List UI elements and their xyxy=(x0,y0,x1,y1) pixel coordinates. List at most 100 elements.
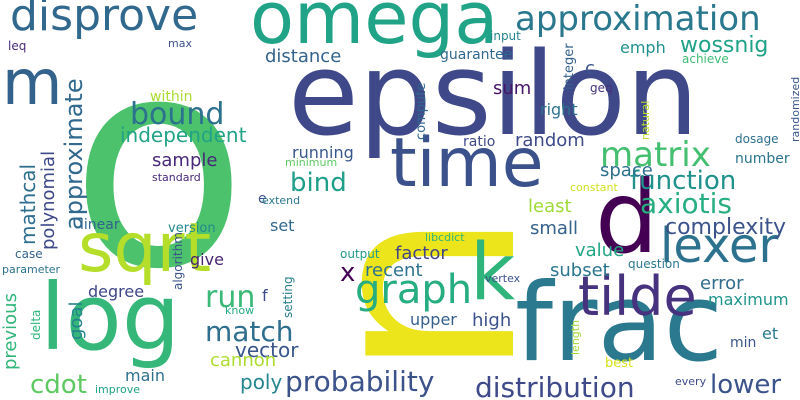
cloud-word-k: k xyxy=(470,228,516,318)
cloud-word-previous: previous xyxy=(0,293,21,370)
cloud-word-random: random xyxy=(515,130,585,151)
cloud-word-matrix: matrix xyxy=(600,135,711,175)
cloud-word-emph: emph xyxy=(620,38,666,57)
cloud-word-case: case xyxy=(15,247,43,261)
cloud-word-mathcal: mathcal xyxy=(16,163,40,245)
cloud-word-improve: improve xyxy=(95,383,141,396)
cloud-word-c: c xyxy=(585,58,595,79)
cloud-word-distance: distance xyxy=(265,46,342,67)
cloud-word-question: question xyxy=(628,257,680,271)
cloud-word-cdot: cdot xyxy=(30,370,87,400)
cloud-word-m: m xyxy=(2,46,63,119)
cloud-word-extend: extend xyxy=(262,194,301,207)
cloud-word-linear: linear xyxy=(80,217,120,233)
cloud-word-goal: goal xyxy=(66,301,87,340)
cloud-word-standard: standard xyxy=(152,171,201,184)
cloud-word-run: run xyxy=(205,280,256,315)
cloud-word-epsilon: epsilon xyxy=(288,28,699,162)
cloud-word-tilde: tilde xyxy=(578,265,697,328)
cloud-word-log: log xyxy=(40,264,181,371)
cloud-word-setting: setting xyxy=(281,276,295,318)
cloud-word-independent: independent xyxy=(120,123,247,147)
cloud-word-o: o xyxy=(70,0,248,333)
cloud-word-distribution: distribution xyxy=(475,371,635,400)
cloud-word-number: number xyxy=(735,151,790,167)
cloud-word-vertex: vertex xyxy=(485,272,521,285)
cloud-word-algorithm: algorithm xyxy=(171,232,185,290)
cloud-word-randomized: randomized xyxy=(789,76,800,142)
cloud-word-subset: subset xyxy=(550,260,610,281)
cloud-word-minimum: minimum xyxy=(285,156,338,169)
cloud-word-approximate: approximate xyxy=(60,78,88,230)
cloud-word-error: error xyxy=(700,273,744,294)
cloud-word-function: function xyxy=(630,166,737,196)
cloud-word-lexer: lexer xyxy=(660,218,779,274)
cloud-word-within: within xyxy=(150,89,193,105)
cloud-word-polynomial: polynomial xyxy=(38,150,59,250)
cloud-word-version: version xyxy=(168,221,216,236)
cloud-word-x: x xyxy=(340,258,356,288)
cloud-word-approximation: approximation xyxy=(515,0,761,39)
cloud-word-omega: omega xyxy=(250,0,499,60)
cloud-word-length: length xyxy=(569,319,582,355)
cloud-word-disprove: disprove xyxy=(10,0,199,41)
cloud-word-frac: frac xyxy=(515,261,723,386)
cloud-word-delta: delta xyxy=(29,309,43,340)
cloud-word-high: high xyxy=(472,310,512,331)
cloud-word-factor: factor xyxy=(395,243,448,264)
cloud-word-graph: graph xyxy=(355,267,473,313)
cloud-word-sqrt: sqrt xyxy=(78,209,212,288)
cloud-word-et: et xyxy=(762,324,779,343)
cloud-word-main: main xyxy=(125,366,165,385)
cloud-word-running: running xyxy=(292,143,354,162)
cloud-word-cannon: cannon xyxy=(210,350,277,371)
cloud-word-integer: integer xyxy=(562,43,577,90)
cloud-word-time: time xyxy=(390,124,544,203)
cloud-word-axiotis: axiotis xyxy=(640,187,732,220)
cloud-word-bind: bind xyxy=(290,168,347,198)
cloud-word-geq: geq xyxy=(590,81,613,95)
cloud-word-achieve: achieve xyxy=(682,52,729,66)
cloud-word-libcdict: libcdict xyxy=(425,231,465,244)
cloud-word-upper: upper xyxy=(410,310,457,329)
cloud-word-small: small xyxy=(530,218,578,239)
cloud-word-give: give xyxy=(190,250,224,269)
cloud-word-compute: compute xyxy=(414,82,429,140)
cloud-word-recent: recent xyxy=(365,260,423,281)
cloud-word-input: input xyxy=(490,29,521,43)
cloud-word-poly: poly xyxy=(240,370,283,394)
cloud-word-min: min xyxy=(730,335,757,351)
cloud-word-maximum: maximum xyxy=(708,290,789,309)
cloud-word-value: value xyxy=(575,240,625,261)
cloud-word-parameter: parameter xyxy=(2,263,61,276)
cloud-word-vector: vector xyxy=(235,338,299,362)
cloud-word-match: match xyxy=(205,315,294,348)
cloud-word-bound: bound xyxy=(130,97,225,132)
cloud-word-right: right xyxy=(540,100,578,119)
cloud-word-space: space xyxy=(600,160,653,181)
cloud-word-max: max xyxy=(168,37,192,50)
cloud-word-d: d xyxy=(595,159,659,276)
cloud-word-constant: constant xyxy=(570,181,618,194)
cloud-word-least: least xyxy=(528,196,572,217)
cloud-word-sum: sum xyxy=(493,78,532,99)
cloud-word-ratio: ratio xyxy=(463,134,496,150)
cloud-word-output: output xyxy=(340,247,380,261)
cloud-word-best: best xyxy=(605,356,634,371)
cloud-word-probability: probability xyxy=(285,365,435,398)
cloud-word-set: set xyxy=(270,216,295,235)
cloud-word-every: every xyxy=(675,375,707,388)
cloud-word-natural: natural xyxy=(639,100,652,140)
cloud-word-dosage: dosage xyxy=(735,132,779,146)
cloud-word-leq: leq xyxy=(8,39,27,53)
cloud-word-guarantee: guarantee xyxy=(440,47,513,63)
cloud-word-degree: degree xyxy=(88,282,145,301)
cloud-word-know: know xyxy=(225,304,255,317)
cloud-word-sample: sample xyxy=(152,150,218,171)
cloud-word-lower: lower xyxy=(710,370,782,400)
cloud-word-e: e xyxy=(258,191,267,207)
cloud-word-f: f xyxy=(262,286,268,305)
cloud-word-wossnig: wossnig xyxy=(680,33,769,58)
cloud-word-complexity: complexity xyxy=(665,215,786,240)
